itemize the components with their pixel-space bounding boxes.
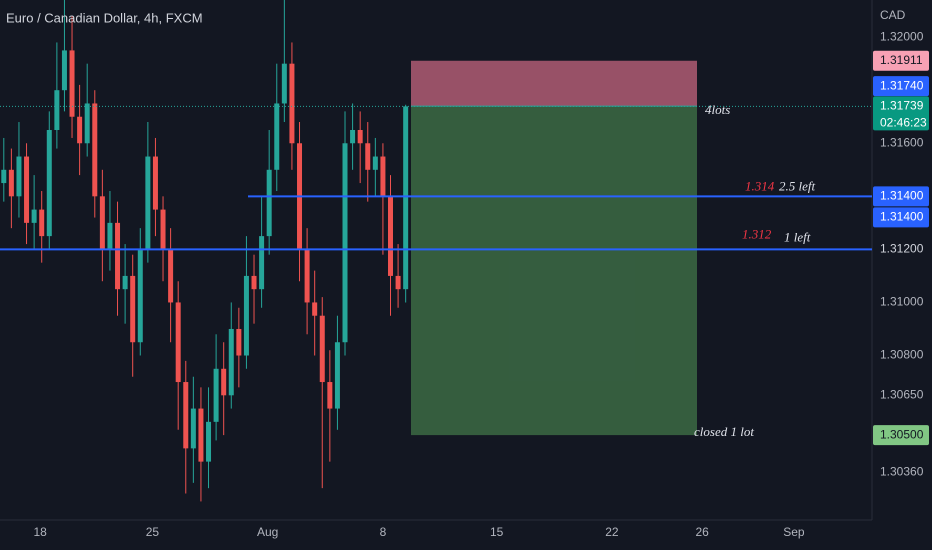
target-zone — [411, 106, 697, 436]
entry-badge: 1.31740 — [880, 78, 924, 92]
y-tick-label: 1.31000 — [880, 295, 924, 309]
x-tick-label: 8 — [380, 525, 387, 539]
candle-body — [403, 106, 409, 290]
candle-body — [183, 382, 189, 449]
candle-body — [84, 103, 90, 144]
level-badge: 1.31400 — [880, 188, 924, 202]
candle-body — [274, 103, 280, 170]
candle-body — [122, 275, 128, 290]
candle-body — [152, 156, 158, 210]
candle-body — [54, 90, 60, 130]
last-price-badge: 1.31739 — [880, 99, 924, 113]
y-tick-label: 1.31600 — [880, 135, 924, 149]
level-badge: 1.31400 — [880, 209, 924, 223]
candle-body — [236, 328, 242, 356]
target-badge-bg — [873, 425, 929, 446]
level-badge-bg — [873, 207, 929, 228]
candle-body — [357, 130, 363, 144]
candle-body — [243, 275, 249, 356]
level-badge-bg — [873, 186, 929, 207]
candle-body — [160, 209, 166, 250]
candle-body — [115, 222, 121, 290]
candle-body — [213, 368, 219, 422]
target-badge: 1.30500 — [880, 427, 924, 441]
x-tick-label: Aug — [257, 525, 278, 539]
candle-body — [327, 382, 333, 409]
candle-body — [365, 143, 371, 170]
candle-body — [24, 156, 30, 223]
candle-body — [388, 196, 394, 276]
entry-badge-bg — [873, 76, 929, 97]
candle-body — [168, 249, 174, 303]
currency: CAD — [880, 8, 906, 22]
candle-body — [372, 156, 378, 170]
level-price-note: 1.314 — [745, 178, 775, 193]
y-tick-label: 1.30800 — [880, 348, 924, 362]
candle-body — [259, 236, 265, 290]
x-tick-label: 15 — [490, 525, 504, 539]
candle-body — [61, 50, 67, 91]
candle-body — [39, 209, 45, 237]
candle-body — [145, 156, 151, 250]
candle-body — [266, 169, 272, 237]
candle-body — [31, 209, 37, 223]
candle-body — [334, 342, 340, 409]
candle-body — [107, 222, 113, 250]
candle-body — [350, 130, 356, 144]
y-tick-label: 1.30360 — [880, 464, 924, 478]
y-tick-label: 1.32000 — [880, 29, 924, 43]
x-tick-label: 26 — [695, 525, 709, 539]
countdown: 02:46:23 — [880, 116, 927, 130]
candle-body — [228, 328, 234, 396]
candle-body — [281, 63, 287, 104]
candle-body — [342, 143, 348, 343]
candle-body — [175, 302, 181, 383]
target-note: closed 1 lot — [694, 424, 754, 439]
y-tick-label: 1.30650 — [880, 387, 924, 401]
candle-body — [1, 169, 7, 184]
level-price-note: 1.312 — [742, 226, 772, 241]
candle-body — [130, 275, 136, 343]
candle-body — [304, 249, 310, 303]
stop-badge: 1.31911 — [880, 53, 923, 67]
candle-body — [46, 130, 52, 237]
level-note: 1 left — [784, 229, 811, 244]
stop-badge-bg — [873, 50, 929, 71]
candle-body — [190, 408, 196, 449]
candle-body — [77, 116, 83, 144]
candle-body — [289, 63, 295, 144]
last-price-badge-bg — [873, 96, 929, 131]
candle-body — [206, 421, 212, 462]
candle-body — [8, 169, 14, 197]
x-tick-label: Sep — [783, 525, 805, 539]
x-tick-label: 22 — [605, 525, 619, 539]
candle-body — [319, 315, 325, 383]
candle-body — [312, 302, 318, 316]
x-tick-label: 25 — [146, 525, 160, 539]
candle-body — [69, 50, 75, 117]
size-note: 4lots — [705, 102, 730, 117]
candle-body — [137, 249, 143, 343]
candle-body — [92, 103, 98, 197]
candle-body — [198, 408, 204, 462]
level-note: 2.5 left — [779, 178, 815, 193]
level-axis-label: 1.31200 — [880, 242, 924, 256]
candle-body — [395, 275, 401, 290]
stop-zone — [411, 60, 697, 107]
plot: 1.314 2.5 left 1.312 1 left 4lots closed 1 lo… — [0, 0, 872, 502]
candle-body — [251, 275, 257, 290]
x-tick-label: 18 — [34, 525, 48, 539]
candle-body — [99, 196, 105, 250]
candle-body — [16, 156, 22, 197]
candle-body — [221, 368, 227, 396]
candle-body — [380, 156, 386, 197]
chart-title: Euro / Canadian Dollar, 4h, FXCM — [6, 10, 203, 25]
